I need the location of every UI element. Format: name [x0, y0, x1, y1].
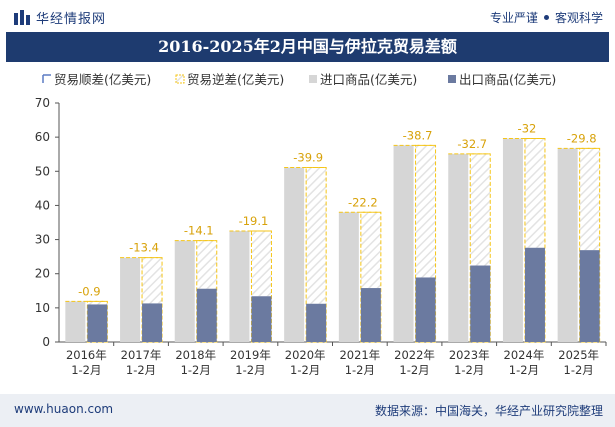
deficit-hatch [251, 231, 272, 297]
export-bar [470, 265, 491, 342]
data-labels: -0.9 -13.4 -14.1 -19.1 -39.9 -22.2 -38.7 -32.7 -… [78, 122, 596, 299]
deficit-hatch [360, 212, 381, 289]
footer: www.huaon.com 数据来源：中国海关，华经产业研究院整理 [0, 394, 615, 427]
export-bar [251, 296, 272, 342]
deficit-hatch [196, 240, 217, 289]
data-label: -22.2 [348, 195, 378, 209]
x-tick-label: 1-2月 [290, 363, 320, 377]
legend: 贸易顺差(亿美元) 贸易逆差(亿美元) 进口商品(亿美元) 出口商品(亿美元) [42, 72, 556, 87]
bars [65, 138, 601, 343]
x-tick-label: 2023年 [449, 348, 490, 362]
y-tick-label: 30 [35, 233, 50, 247]
legend-deficit-icon [175, 74, 185, 84]
export-bar [360, 288, 381, 342]
data-label: -19.1 [239, 214, 269, 228]
y-tick-label: 50 [35, 164, 50, 178]
x-tick-label: 2021年 [339, 348, 380, 362]
axes: 0102030405060702016年1-2月2017年1-2月2018年1-… [35, 96, 607, 377]
import-bar [65, 301, 86, 342]
x-tick-label: 2020年 [285, 348, 326, 362]
top-bar: 华经情报网 专业严谨 客观科学 [0, 0, 615, 32]
x-tick-label: 2025年 [558, 348, 599, 362]
import-bar [338, 212, 359, 342]
data-label: -38.7 [403, 128, 433, 142]
separator-dot-icon [543, 15, 549, 20]
export-bar [415, 277, 436, 342]
x-tick-label: 2018年 [175, 348, 216, 362]
deficit-hatch [415, 145, 436, 278]
import-bar [557, 148, 578, 342]
x-tick-label: 1-2月 [235, 363, 265, 377]
deficit-hatch [87, 301, 108, 305]
deficit-hatch [579, 148, 600, 251]
x-tick-label: 2017年 [121, 348, 162, 362]
chart-title: 2016-2025年2月中国与伊拉克贸易差额 [6, 32, 609, 62]
x-tick-label: 1-2月 [509, 363, 539, 377]
x-tick-label: 1-2月 [399, 363, 429, 377]
x-tick-label: 2016年 [66, 348, 107, 362]
data-label: -32 [518, 122, 537, 136]
chart: 贸易顺差(亿美元) 贸易逆差(亿美元) 进口商品(亿美元) 出口商品(亿美元) 0 10… [35, 72, 607, 377]
export-bar [579, 250, 600, 342]
x-tick-label: 2024年 [504, 348, 545, 362]
tagline-right: 客观科学 [554, 11, 603, 25]
x-tick-label: 1-2月 [126, 363, 156, 377]
x-tick-label: 2019年 [230, 348, 271, 362]
data-label: -0.9 [78, 284, 100, 298]
y-tick-label: 60 [35, 130, 50, 144]
data-label: -13.4 [129, 241, 159, 255]
import-bar [120, 257, 141, 342]
footer-source: 数据来源：中国海关，华经产业研究院整理 [374, 404, 603, 418]
deficit-hatch [306, 167, 327, 304]
export-bar [196, 288, 217, 342]
x-tick-label: 1-2月 [181, 363, 211, 377]
deficit-hatch [142, 257, 163, 304]
export-bar [524, 247, 545, 342]
tagline: 专业严谨 客观科学 [490, 9, 603, 26]
x-tick-label: 1-2月 [564, 363, 594, 377]
legend-label: 进口商品(亿美元) [320, 72, 417, 87]
import-bar [448, 153, 469, 342]
data-label: -39.9 [293, 151, 323, 165]
import-bar [284, 167, 305, 342]
legend-label: 出口商品(亿美元) [459, 72, 556, 87]
legend-import-icon [309, 75, 317, 83]
x-tick-label: 1-2月 [345, 363, 375, 377]
import-bar [393, 145, 414, 342]
y-tick-label: 0 [42, 335, 50, 349]
x-tick-label: 1-2月 [454, 363, 484, 377]
data-label: -32.7 [457, 137, 487, 151]
brand-name: 华经情报网 [36, 12, 107, 27]
import-bar [502, 138, 523, 342]
y-tick-label: 20 [35, 267, 50, 281]
import-bar [174, 240, 195, 342]
footer-website[interactable]: www.huaon.com [14, 402, 114, 416]
deficit-hatch [524, 138, 545, 248]
data-label: -14.1 [184, 224, 214, 238]
y-tick-label: 70 [35, 96, 50, 110]
x-tick-label: 1-2月 [71, 363, 101, 377]
x-tick-label: 2022年 [394, 348, 435, 362]
brand[interactable]: 华经情报网 [14, 8, 106, 27]
export-bar [87, 304, 108, 342]
deficit-hatch [470, 153, 491, 266]
import-bar [229, 231, 250, 342]
legend-export-icon [448, 75, 456, 83]
tagline-left: 专业严谨 [489, 11, 538, 25]
legend-label: 贸易顺差(亿美元) [54, 72, 151, 87]
legend-surplus-icon [42, 74, 51, 83]
y-tick-label: 40 [35, 198, 50, 212]
logo-icon [14, 10, 30, 25]
y-tick-label: 10 [35, 301, 50, 315]
legend-label: 贸易逆差(亿美元) [187, 72, 284, 87]
data-label: -29.8 [567, 131, 597, 145]
export-bar [306, 303, 327, 342]
export-bar [142, 303, 163, 342]
